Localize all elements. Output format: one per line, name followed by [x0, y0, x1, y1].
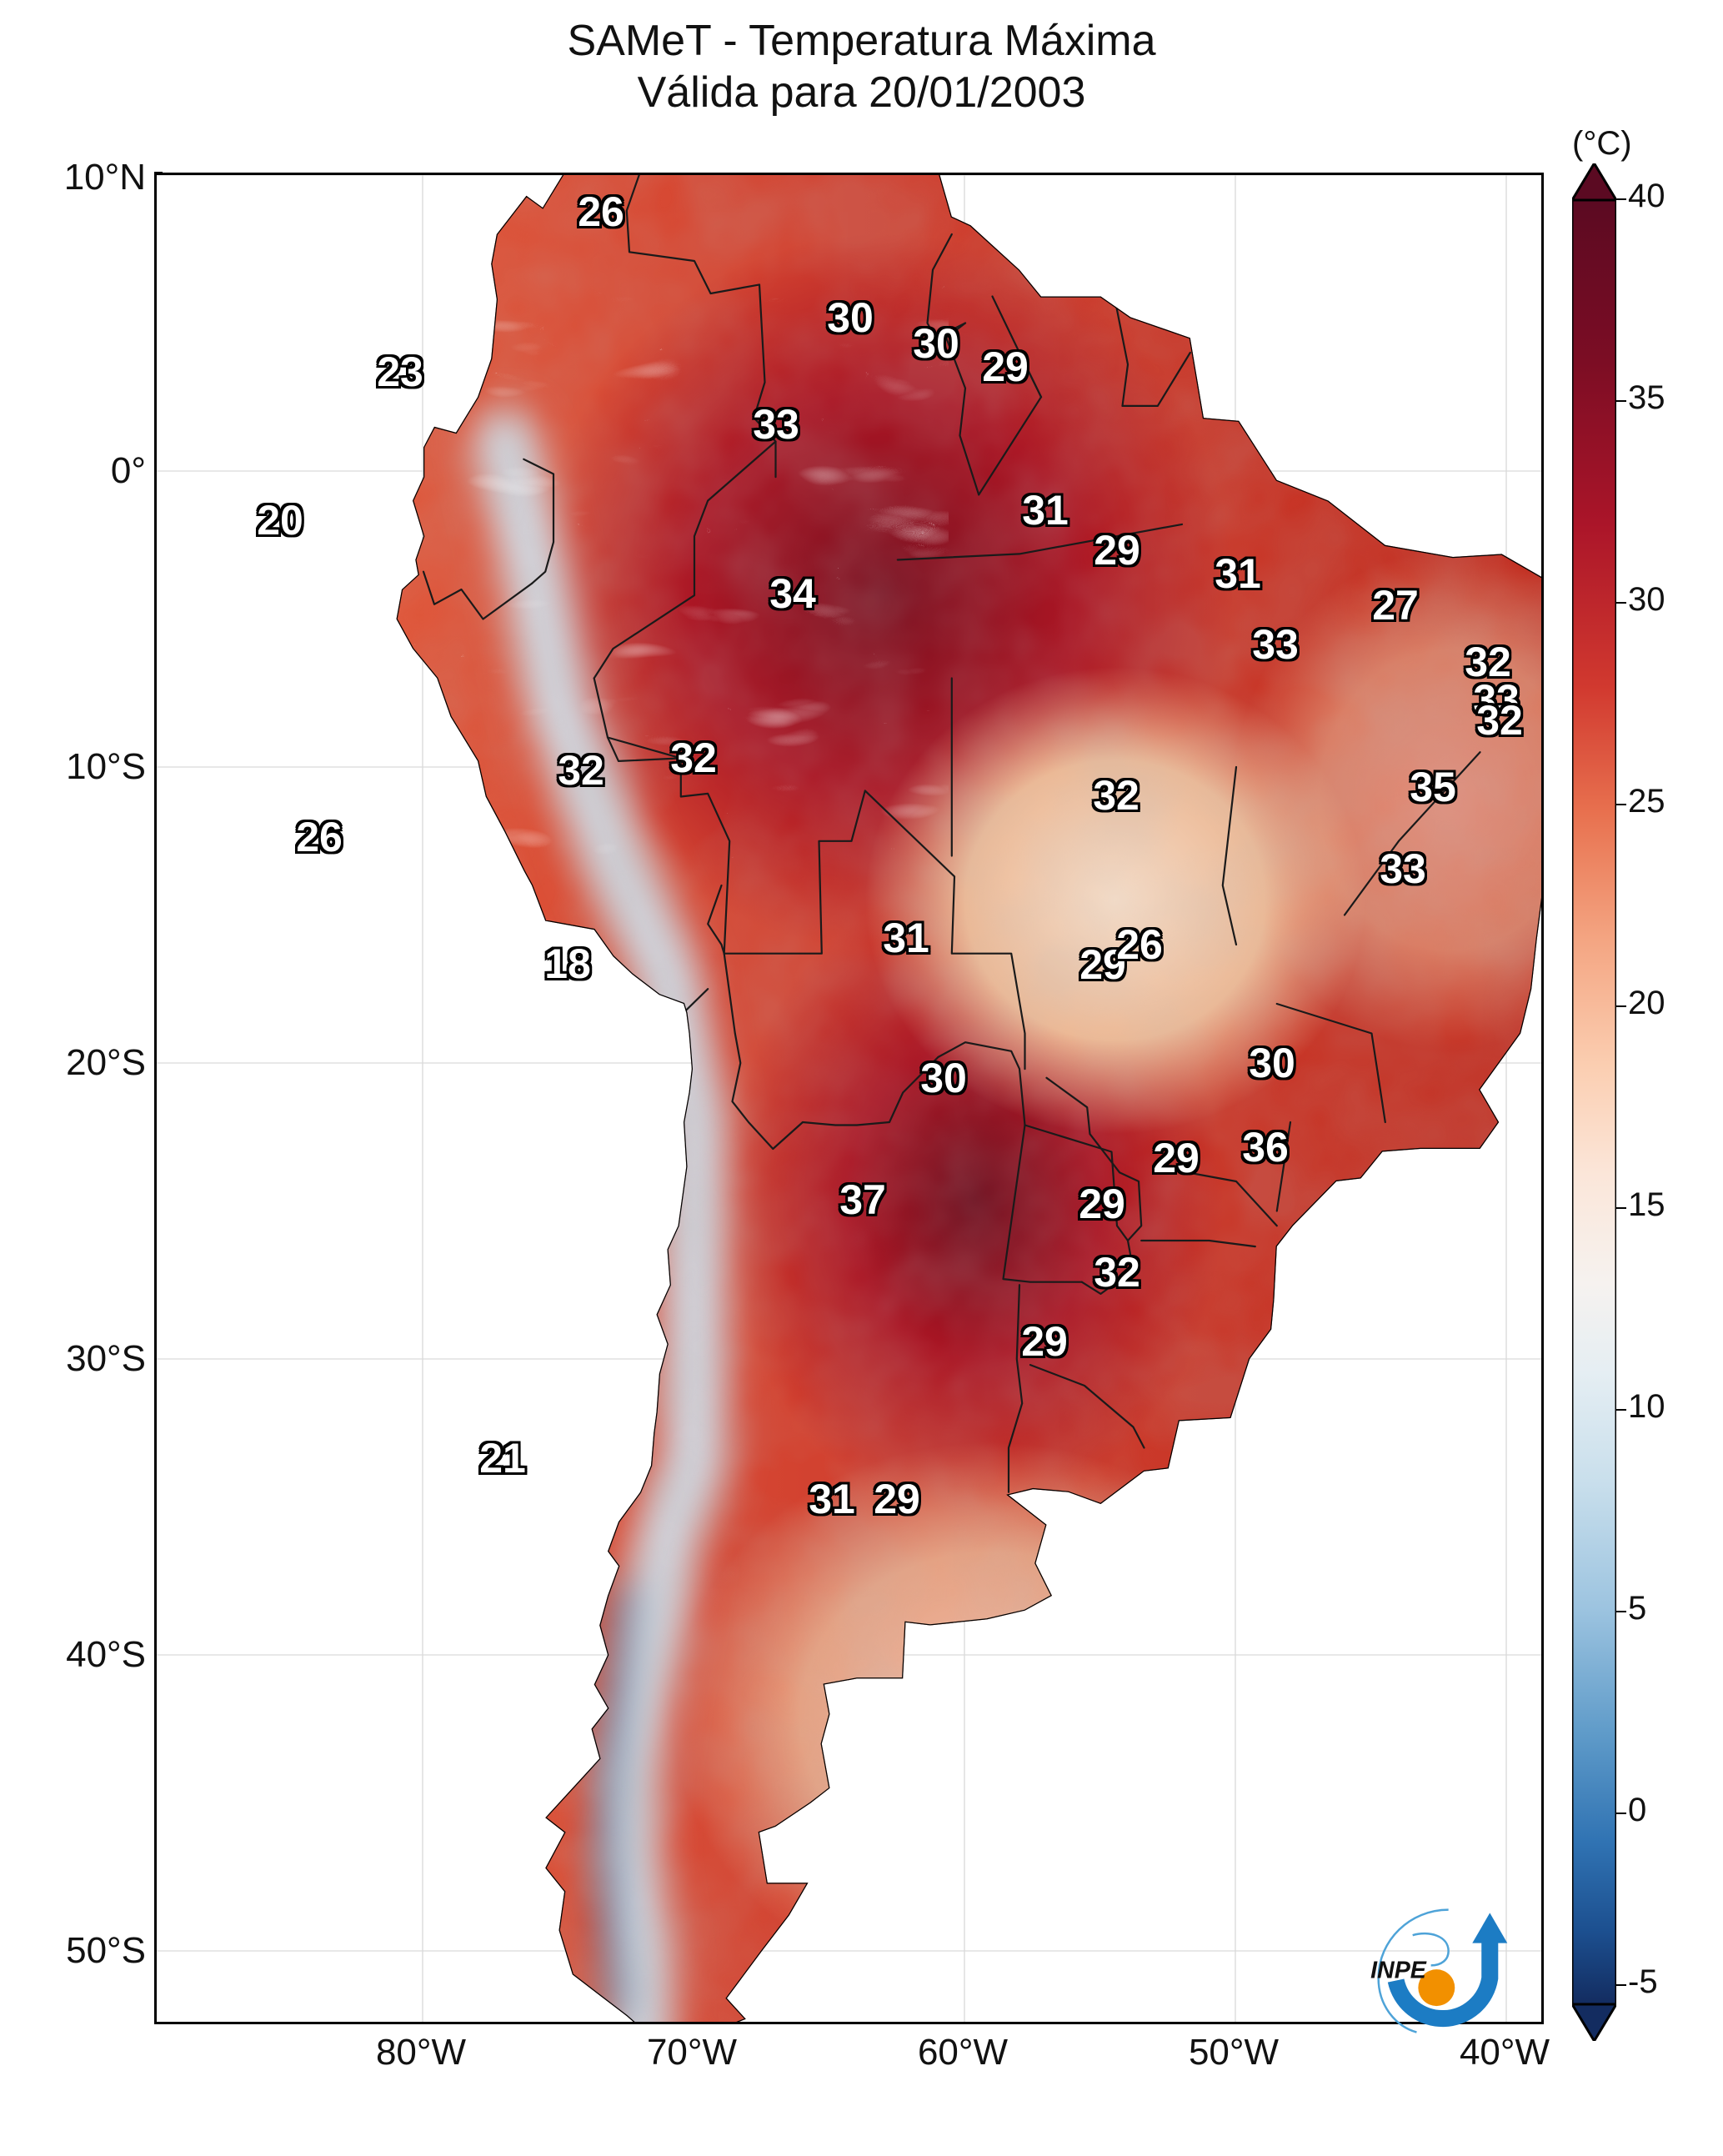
svg-text:INPE: INPE: [1370, 1958, 1427, 1984]
